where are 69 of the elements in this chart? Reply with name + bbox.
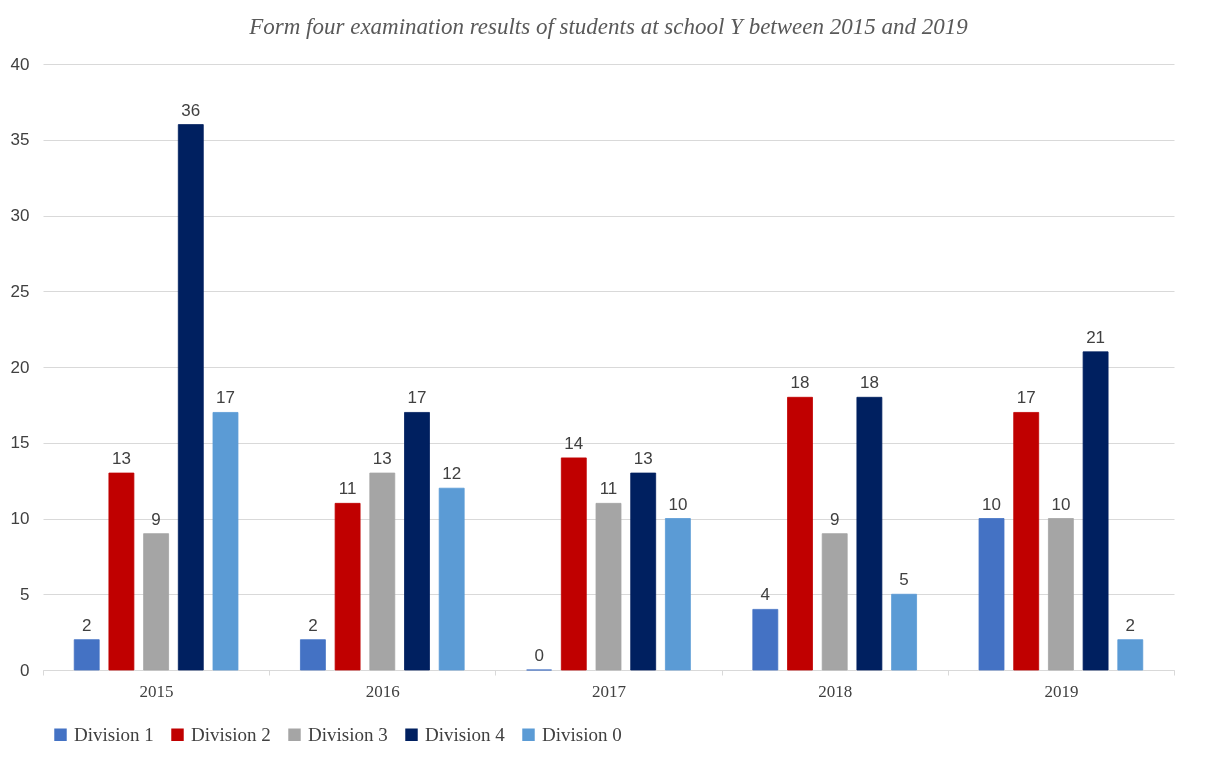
bar bbox=[73, 639, 100, 671]
bar bbox=[560, 457, 587, 671]
bar bbox=[108, 472, 135, 671]
data-label: 18 bbox=[790, 373, 810, 393]
data-label: 4 bbox=[760, 585, 771, 605]
bar bbox=[978, 518, 1005, 671]
bar bbox=[891, 593, 917, 671]
y-tick-label: 30 bbox=[10, 206, 30, 225]
data-label: 2 bbox=[308, 615, 318, 635]
y-tick-label: 0 bbox=[20, 660, 30, 680]
data-label: 5 bbox=[899, 570, 909, 590]
data-label: 2 bbox=[81, 615, 92, 635]
data-label: 10 bbox=[982, 494, 1001, 514]
bar bbox=[404, 412, 430, 671]
data-label: 9 bbox=[829, 509, 840, 529]
data-label: 0 bbox=[534, 646, 544, 665]
bar bbox=[595, 502, 622, 671]
legend-label: Division 0 bbox=[542, 723, 622, 745]
data-label: 17 bbox=[407, 388, 427, 408]
x-tick-label: 2019 bbox=[1044, 681, 1079, 701]
data-label: 17 bbox=[1016, 388, 1036, 408]
data-label: 9 bbox=[151, 509, 161, 529]
bar bbox=[665, 518, 691, 671]
legend-label: Division 3 bbox=[308, 723, 388, 745]
data-label: 11 bbox=[338, 479, 357, 499]
bar bbox=[821, 533, 848, 671]
bar bbox=[787, 396, 813, 671]
data-label: 17 bbox=[216, 388, 235, 408]
data-label: 11 bbox=[599, 479, 618, 499]
data-label: 18 bbox=[859, 373, 879, 393]
chart-title: Form four examination results of students at school Y between 2015 and 2019 bbox=[248, 14, 969, 39]
data-label: 10 bbox=[668, 494, 688, 514]
data-label: 2 bbox=[1125, 615, 1136, 635]
legend-label: Division 4 bbox=[425, 723, 506, 745]
bar bbox=[1048, 518, 1074, 671]
bar bbox=[177, 124, 204, 671]
bar bbox=[752, 609, 779, 671]
y-tick-label: 15 bbox=[10, 433, 30, 453]
y-tick-label: 40 bbox=[10, 54, 30, 74]
data-label: 36 bbox=[181, 100, 201, 120]
y-tick-label: 5 bbox=[20, 584, 30, 604]
data-label: 10 bbox=[1051, 494, 1071, 514]
data-label: 13 bbox=[111, 449, 131, 469]
bar bbox=[1117, 639, 1144, 671]
x-tick-label: 2016 bbox=[365, 681, 400, 701]
bar bbox=[334, 502, 361, 671]
bar bbox=[143, 533, 169, 671]
data-label: 13 bbox=[372, 449, 392, 469]
y-tick-label: 20 bbox=[10, 357, 30, 377]
bar bbox=[438, 487, 465, 671]
data-label: 14 bbox=[564, 433, 584, 453]
data-label: 13 bbox=[633, 449, 653, 469]
y-tick-label: 25 bbox=[10, 281, 30, 301]
x-tick-label: 2017 bbox=[592, 681, 627, 701]
data-label: 12 bbox=[442, 464, 462, 484]
legend-label: Division 1 bbox=[74, 723, 154, 745]
bar bbox=[856, 396, 883, 671]
bar bbox=[1013, 412, 1040, 671]
y-tick-label: 35 bbox=[10, 130, 30, 150]
bar bbox=[1082, 351, 1109, 671]
legend-label: Division 2 bbox=[191, 723, 271, 745]
data-label: 21 bbox=[1086, 327, 1106, 347]
bar bbox=[630, 472, 657, 671]
bar bbox=[369, 472, 396, 671]
bar bbox=[212, 412, 239, 671]
y-tick-label: 10 bbox=[10, 509, 30, 528]
x-tick-label: 2015 bbox=[139, 681, 174, 701]
bar bbox=[300, 639, 326, 671]
x-tick-label: 2018 bbox=[818, 681, 853, 701]
